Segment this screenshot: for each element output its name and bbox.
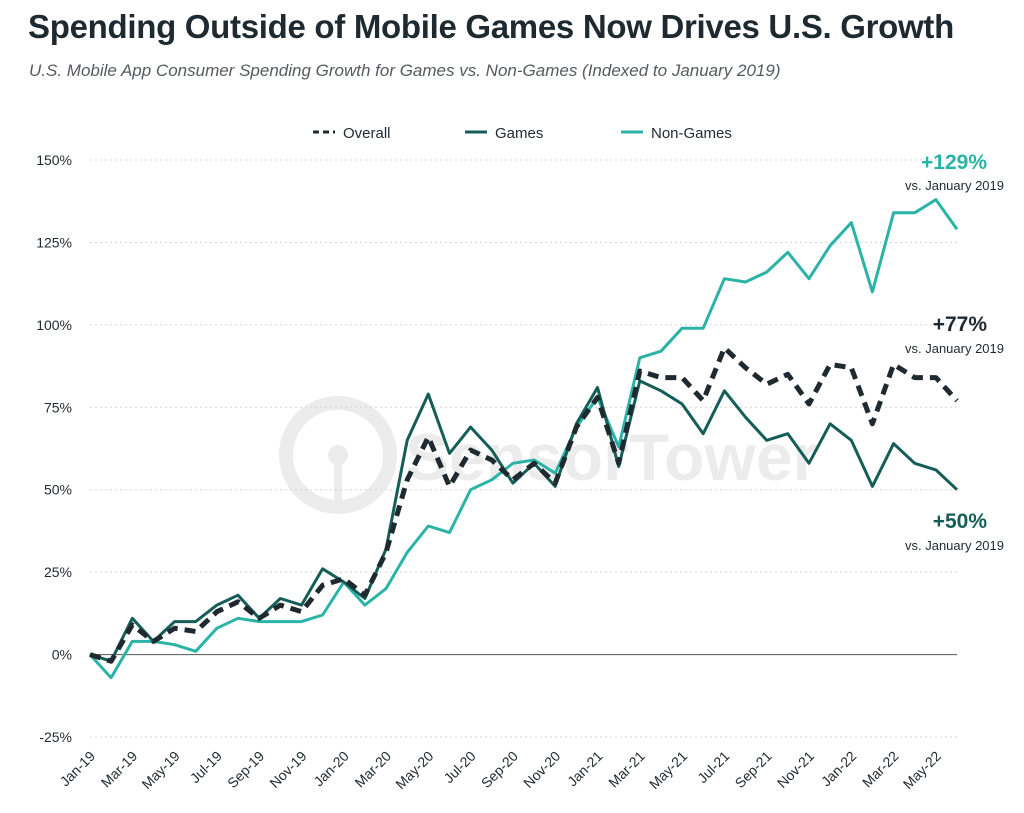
x-tick-label: May-21 [646,748,690,792]
y-tick-label: 125% [36,234,72,250]
legend: Overall Games Non-Games [313,125,732,142]
x-tick-label: Jan-19 [57,748,99,790]
x-tick-label: Jul-20 [440,748,478,786]
legend-label: Overall [343,125,391,142]
series-line-games [89,379,959,663]
x-tick-label: Mar-20 [351,748,394,791]
annotation-value: +77% [933,313,988,336]
x-tick-label: Jan-21 [564,748,606,790]
annotation-note: vs. January 2019 [905,341,1004,356]
x-tick-label: Sep-21 [732,748,775,791]
chart-title: Spending Outside of Mobile Games Now Dri… [28,8,954,45]
end-annotations: +129% vs. January 2019 +77% vs. January 201… [905,151,1004,553]
legend-item-games: Games [465,125,543,142]
y-tick-label: -25% [39,729,72,745]
x-tick-label: May-22 [900,748,944,792]
x-tick-label: Sep-19 [224,748,267,791]
x-tick-label: Jul-21 [694,748,732,786]
x-tick-label: Mar-21 [605,748,648,791]
x-tick-label: Jan-22 [818,748,860,790]
y-tick-label: 25% [44,564,72,580]
y-tick-label: 0% [52,647,72,663]
y-tick-label: 50% [44,482,72,498]
legend-label: Games [495,125,543,142]
annotation-note: vs. January 2019 [905,538,1004,553]
x-tick-label: Jan-20 [310,748,352,790]
x-tick-label: Mar-22 [859,748,902,791]
y-axis: -25% 0% 25% 50% 75% 100% 125% 150% [36,152,72,745]
y-tick-label: 100% [36,317,72,333]
series-line-overall [89,345,959,664]
x-tick-label: Nov-20 [520,748,563,791]
x-tick-label: Mar-19 [98,748,141,791]
legend-item-overall: Overall [313,125,391,142]
y-tick-label: 150% [36,152,72,168]
x-tick-label: Jul-19 [187,748,225,786]
legend-label: Non-Games [651,125,732,142]
x-tick-label: Nov-21 [774,748,817,791]
x-tick-label: Nov-19 [266,748,309,791]
chart-subtitle: U.S. Mobile App Consumer Spending Growth… [29,61,781,80]
annotation-value: +50% [933,510,988,533]
annotation-value: +129% [921,151,987,174]
x-tick-label: May-20 [392,748,436,792]
annotation-non-games: +129% vs. January 2019 [905,151,1004,193]
annotation-note: vs. January 2019 [905,178,1004,193]
series-line-non-games [88,198,959,680]
y-tick-label: 75% [44,399,72,415]
gridlines [90,159,957,738]
x-tick-label: May-19 [138,748,182,792]
legend-item-non-games: Non-Games [621,125,732,142]
x-tick-label: Sep-20 [478,748,521,791]
sensortower-watermark: SensorTower [279,396,818,514]
series-lines [88,198,959,680]
annotation-games: +50% vs. January 2019 [905,510,1004,553]
annotation-overall: +77% vs. January 2019 [905,313,1004,356]
